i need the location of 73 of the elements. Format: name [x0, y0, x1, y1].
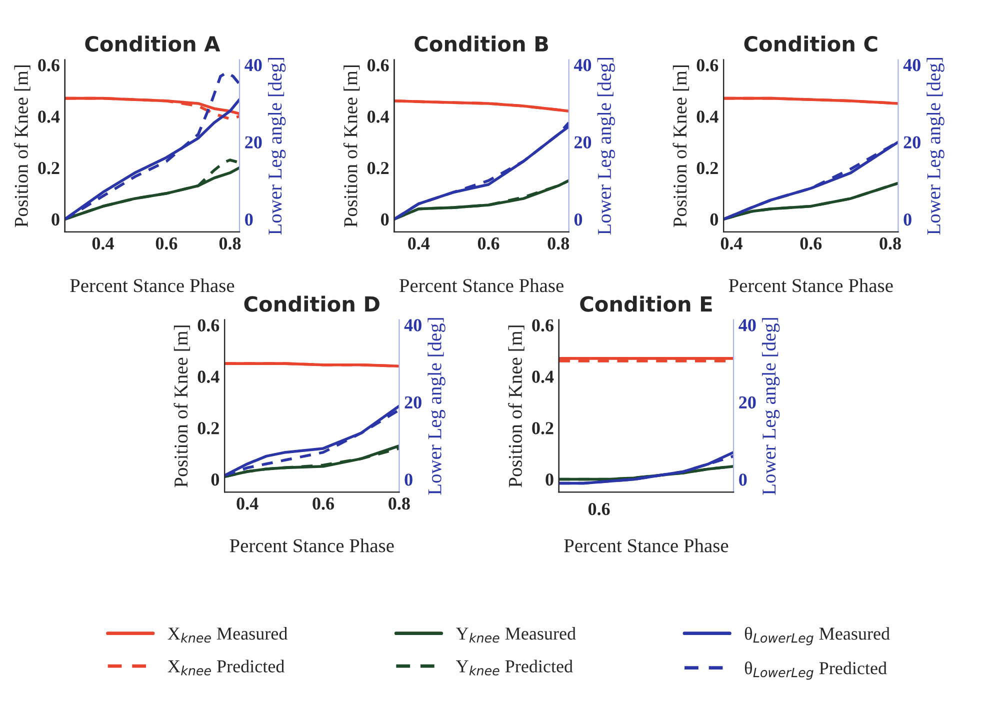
x-tick-label: 0.4 — [92, 237, 114, 250]
y-tick-label: 0 — [211, 474, 219, 486]
y-tick-label: 0.2 — [696, 162, 718, 174]
y-tick-label: 0 — [710, 213, 718, 226]
y2-tick-label: 20 — [739, 396, 756, 409]
y-axis-title: Position of Knee [m] — [508, 326, 524, 488]
y2-tick-label: 40 — [903, 59, 920, 72]
y2-tick-label: 20 — [245, 136, 262, 148]
y-tick-label: 0.6 — [198, 319, 220, 332]
x-tick-label: 0.4 — [720, 237, 742, 250]
y2-tick-label: 0 — [245, 214, 253, 226]
y2-tick-label: 40 — [404, 319, 422, 332]
chart-title: Condition A — [85, 36, 220, 52]
y2-tick-label: 20 — [404, 396, 422, 409]
legend-label: θ$_{LowerLeg}$ Measured — [744, 627, 890, 646]
y2-tick-label: 40 — [738, 319, 756, 332]
chart-title: Condition E — [580, 296, 712, 312]
x-tick-label: 0.6 — [156, 237, 178, 250]
x-axis-title: Percent Stance Phase — [564, 538, 728, 552]
y-axis-title: Position of Knee [m] — [14, 66, 30, 228]
y-axis-title: Position of Knee [m] — [174, 326, 190, 488]
x-tick-label: 0.8 — [388, 497, 410, 510]
chart-title: Condition D — [244, 296, 380, 312]
y2-tick-label: 0 — [574, 214, 582, 226]
y-tick-label: 0.4 — [198, 370, 220, 383]
y2-tick-label: 20 — [574, 136, 592, 148]
y-tick-label: 0.6 — [38, 59, 60, 72]
legend-label: θ$_{LowerLeg}$ Predicted — [744, 661, 887, 680]
x-tick-label: 0.6 — [800, 237, 822, 250]
legend-label: Y$_{knee}$ Predicted — [456, 660, 573, 676]
y-axis-title: Position of Knee [m] — [343, 66, 360, 228]
legend-label: Y$_{knee}$ Measured — [456, 627, 576, 643]
y-tick-label: 0.2 — [367, 162, 389, 174]
y-tick-label: 0 — [546, 474, 554, 486]
x-axis-title: Percent Stance Phase — [728, 278, 893, 292]
y-tick-label: 0.4 — [38, 110, 60, 123]
y-tick-label: 0.6 — [696, 59, 718, 72]
x-tick-label: 0.8 — [880, 237, 901, 250]
y-tick-label: 0 — [52, 213, 60, 226]
y2-axis-title: Lower Leg angle [deg] — [762, 318, 780, 495]
y-tick-label: 0.2 — [532, 422, 554, 434]
y-tick-label: 0.4 — [532, 370, 554, 383]
chart-title: Condition C — [744, 36, 878, 52]
y-tick-label: 0.4 — [696, 110, 718, 123]
y-tick-label: 0.6 — [532, 319, 554, 332]
x-axis-title: Percent Stance Phase — [230, 538, 394, 552]
y-tick-label: 0.6 — [367, 59, 389, 72]
x-tick-label: 0.8 — [548, 237, 570, 250]
x-axis-title: Percent Stance Phase — [399, 278, 564, 292]
y-axis-title: Position of Knee [m] — [672, 66, 690, 228]
legend-label: X$_{knee}$ Predicted — [168, 660, 284, 676]
legend-label: X$_{knee}$ Measured — [168, 627, 288, 643]
y2-axis-title: Lower Leg angle [deg] — [597, 58, 616, 235]
y2-tick-label: 40 — [244, 59, 262, 72]
y2-axis-title: Lower Leg angle [deg] — [428, 318, 446, 495]
y2-tick-label: 40 — [574, 59, 592, 72]
y2-tick-label: 0 — [739, 474, 747, 486]
chart-title: Condition B — [414, 36, 548, 52]
y2-axis-title: Lower Leg angle [deg] — [268, 58, 286, 235]
x-tick-label: 0.6 — [312, 497, 334, 510]
y2-tick-label: 0 — [904, 214, 912, 226]
y-tick-label: 0.4 — [367, 110, 390, 123]
y-tick-label: 0.2 — [38, 162, 60, 174]
y2-axis-title: Lower Leg angle [deg] — [926, 58, 944, 235]
y2-tick-label: 0 — [404, 474, 412, 486]
x-tick-label: 0.4 — [408, 237, 430, 250]
x-tick-label: 0.6 — [478, 237, 500, 250]
y-tick-label: 0.2 — [198, 422, 219, 434]
x-tick-label: 0.4 — [236, 497, 258, 510]
y-tick-label: 0 — [381, 213, 389, 226]
x-tick-label: 0.8 — [219, 237, 241, 250]
y2-tick-label: 20 — [904, 136, 920, 148]
x-axis-title: Percent Stance Phase — [70, 278, 234, 292]
